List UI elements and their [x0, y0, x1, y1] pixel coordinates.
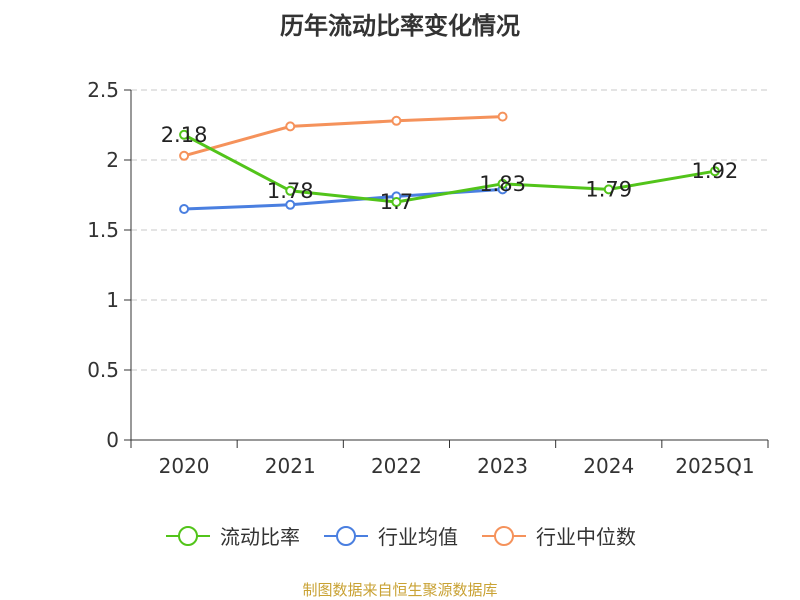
y-tick-label: 0.5 [87, 358, 119, 382]
series-layer [179, 111, 720, 214]
y-tick-label: 0 [106, 428, 119, 452]
legend-swatch [324, 525, 368, 546]
x-tick-label: 2021 [265, 454, 316, 478]
series-2-point [285, 121, 296, 132]
data-label: 2.18 [161, 123, 208, 147]
series-line-2 [182, 115, 505, 158]
y-tick-label: 2 [106, 148, 119, 172]
data-label: 1.92 [692, 159, 739, 183]
series-2-point [391, 115, 402, 126]
series-0-point [709, 166, 720, 177]
legend-label: 行业中位数 [536, 525, 636, 549]
data-label: 1.78 [267, 179, 314, 203]
data-label: 1.7 [380, 190, 413, 214]
axis-layer: 0 0.5 1 1.5 2 2.5 2020 2021 2022 2023 2024 2025Q1 [87, 78, 769, 478]
series-1-point [179, 204, 190, 214]
legend-item-1[interactable]: 行业均值 [322, 521, 458, 550]
series-line-0 [182, 133, 717, 204]
x-tick-label: 2022 [371, 454, 422, 478]
y-tick-label: 2.5 [87, 78, 119, 102]
x-tick-label: 2025Q1 [675, 454, 754, 478]
series-0-point [391, 197, 402, 207]
x-tick-label: 2024 [583, 454, 634, 478]
legend-item-0[interactable]: 流动比率 [164, 521, 300, 550]
series-0-point [603, 184, 614, 195]
data-label: 1.83 [479, 172, 526, 196]
source-note: 制图数据来自恒生聚源数据库 [302, 581, 498, 599]
legend-swatch [166, 525, 210, 546]
series-0-point [285, 185, 296, 196]
x-tick-label: 2020 [159, 454, 210, 478]
x-tick-label: 2023 [477, 454, 528, 478]
legend-swatch [482, 525, 526, 546]
data-label: 1.79 [585, 177, 632, 201]
series-0-point [179, 129, 190, 140]
chart-title: 历年流动比率变化情况 [280, 12, 520, 40]
series-1-point [285, 199, 296, 210]
y-tick-label: 1.5 [87, 218, 119, 242]
series-0-point [497, 178, 508, 189]
legend-label: 流动比率 [220, 525, 300, 549]
series-2-point [179, 150, 190, 161]
series-2-point [497, 111, 508, 122]
data-label-layer: 2.18 1.78 1.7 1.83 1.79 1.92 [161, 123, 739, 214]
legend-label: 行业均值 [378, 525, 458, 549]
y-tick-label: 1 [106, 288, 119, 312]
grid-layer [131, 89, 768, 371]
legend: 流动比率 行业均值 行业中位数 [0, 521, 800, 550]
legend-item-2[interactable]: 行业中位数 [480, 521, 636, 550]
